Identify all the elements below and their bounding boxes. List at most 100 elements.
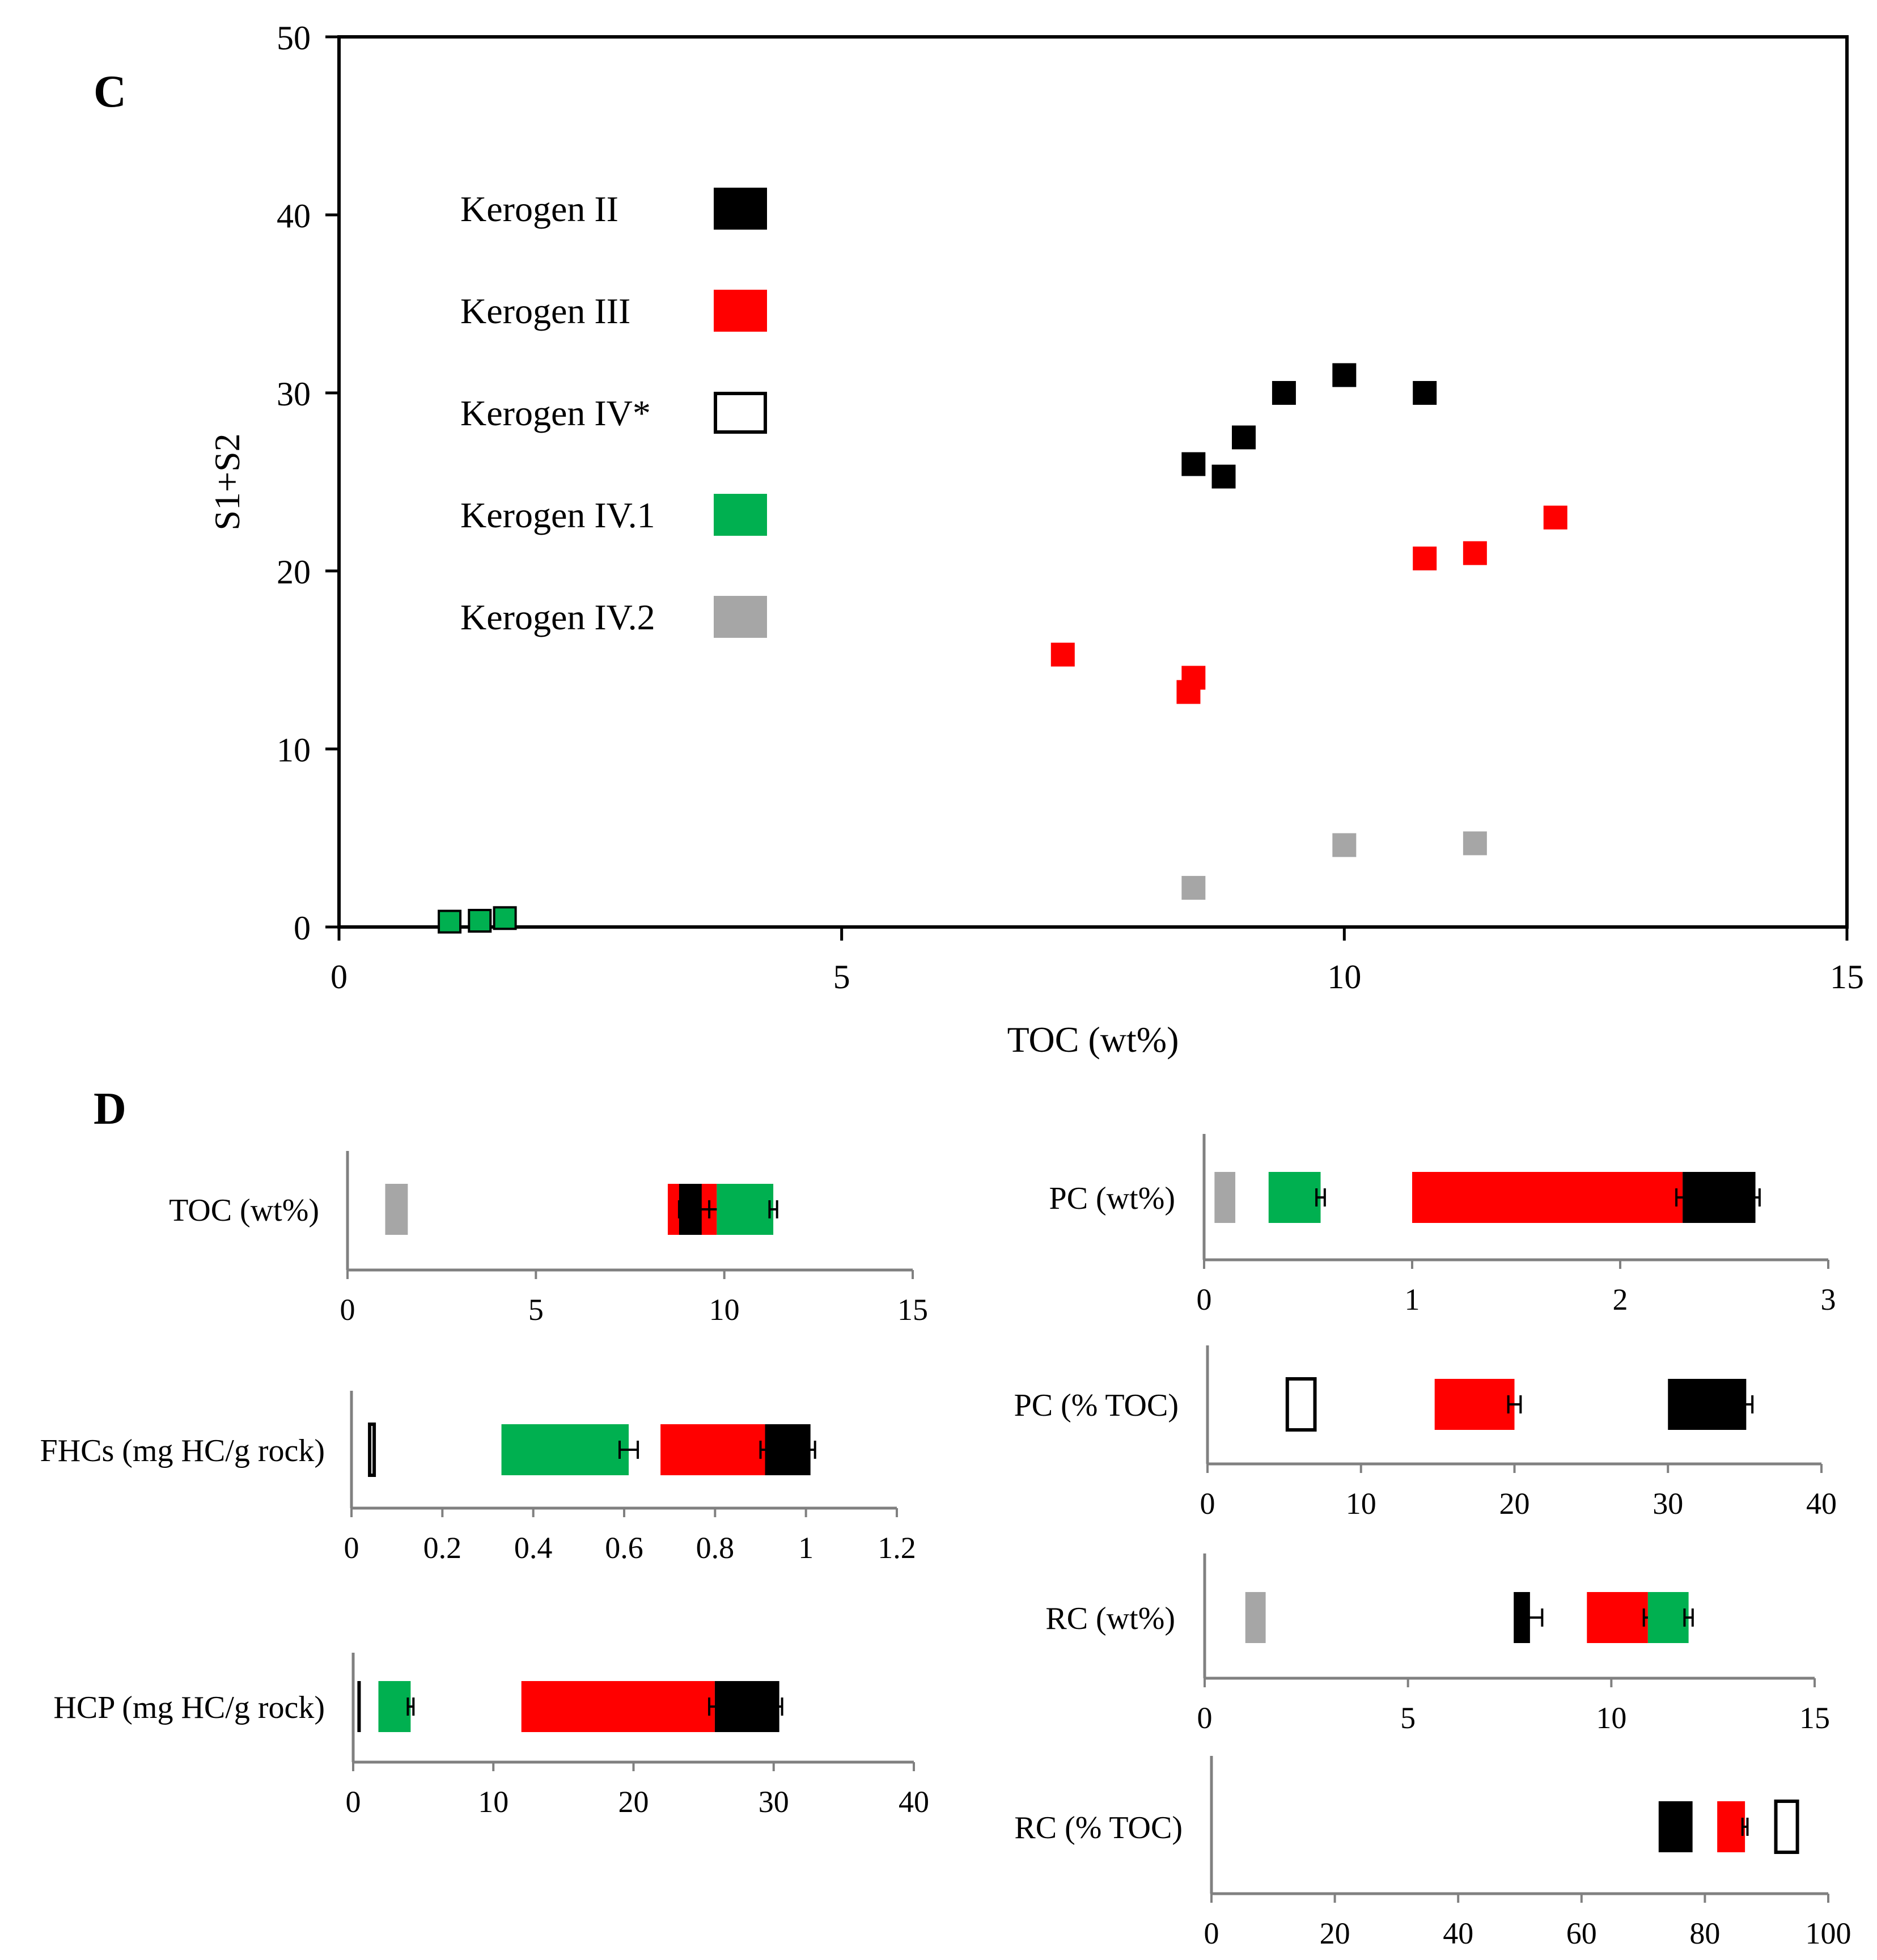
x-tick-label: 0.2	[423, 1531, 462, 1565]
x-tick-label: 15	[1799, 1701, 1830, 1735]
x-tick-label: 0	[1204, 1916, 1219, 1950]
x-tick-label: 5	[528, 1293, 544, 1327]
legend-swatch	[714, 392, 767, 434]
x-tick-label: 10	[1327, 958, 1361, 996]
y-axis-title: S1+S2	[207, 433, 247, 530]
legend-swatch	[714, 596, 767, 638]
bar-kerogen_ii	[1683, 1172, 1756, 1223]
x-tick-label: 0	[346, 1785, 361, 1819]
legend-swatch	[714, 494, 767, 536]
bar-kerogen_iv_star	[1774, 1800, 1799, 1854]
x-tick-label: 5	[833, 958, 850, 996]
bar-kerogen_iv2	[385, 1184, 408, 1235]
x-tick-label: 40	[1806, 1487, 1837, 1521]
x-tick-label: 0	[1197, 1701, 1213, 1735]
data-point	[1463, 831, 1487, 856]
data-point	[1211, 464, 1236, 489]
panel-d-label: D	[94, 1084, 126, 1134]
data-point	[1413, 381, 1437, 405]
x-tick-label: 0.4	[514, 1531, 553, 1565]
bar-kerogen_ii	[765, 1424, 811, 1475]
category-label: RC (% TOC)	[1014, 1810, 1183, 1845]
data-point	[493, 906, 517, 930]
x-tick-label: 5	[1400, 1701, 1416, 1735]
category-label: PC (% TOC)	[1014, 1388, 1179, 1423]
scatter-chart: 0 10 20 30 40 50 0 5 10 15 TOC (wt%) S1+S2 Kerog…	[207, 19, 1864, 1060]
bar-kerogen_iv1	[717, 1184, 774, 1235]
data-points	[438, 363, 1567, 934]
bar-kerogen_iv_star	[1285, 1377, 1317, 1432]
legend-label: Kerogen II	[460, 189, 618, 229]
x-axis: 0 5 10 15	[331, 927, 1864, 996]
x-tick-label: 20	[1320, 1916, 1350, 1950]
x-tick-label: 20	[1499, 1487, 1530, 1521]
bar-kerogen_iii	[521, 1681, 715, 1732]
bar-chart-hcp: 0 10 20 30 40 HCP (mg HC/g rock)	[53, 1653, 929, 1819]
x-tick-label: 0	[344, 1531, 359, 1565]
x-tick-label: 30	[1653, 1487, 1683, 1521]
bar-chart-pc_wt: 0 1 2 3 PC (wt%)	[1049, 1134, 1836, 1316]
y-axis: 0 10 20 30 40 50	[277, 19, 339, 947]
bar-kerogen_iii	[1434, 1379, 1515, 1430]
legend-swatch	[714, 290, 767, 332]
data-point	[1463, 541, 1487, 565]
x-tick-label: 10	[478, 1785, 509, 1819]
bar-kerogen_iv1	[1268, 1172, 1321, 1223]
x-tick-label: 15	[1830, 958, 1864, 996]
x-tick-label: 1.2	[878, 1531, 916, 1565]
bar-kerogen_ii	[1658, 1801, 1693, 1852]
y-tick-label: 30	[277, 375, 311, 413]
data-point	[1413, 547, 1437, 571]
bar-kerogen_iii	[660, 1424, 765, 1475]
x-tick-label: 0	[331, 958, 348, 996]
panel-c-label: C	[94, 67, 126, 117]
bar-chart-toc: 0 5 10 15 TOC (wt%)	[169, 1151, 928, 1327]
x-tick-label: 0	[1197, 1282, 1212, 1316]
x-tick-label: 40	[899, 1785, 929, 1819]
x-tick-label: 15	[897, 1293, 928, 1327]
legend-swatch	[714, 188, 767, 230]
x-tick-label: 10	[1596, 1701, 1626, 1735]
bar-kerogen_iv1	[1647, 1592, 1689, 1643]
x-tick-label: 40	[1443, 1916, 1473, 1950]
data-point	[1272, 381, 1296, 405]
data-point	[438, 909, 462, 934]
data-point	[1181, 452, 1206, 476]
bar-kerogen_ii	[714, 1681, 779, 1732]
data-point	[1232, 425, 1256, 450]
bar-kerogen_iv2	[1245, 1592, 1266, 1643]
data-point	[1332, 833, 1357, 857]
category-label: TOC (wt%)	[169, 1193, 319, 1228]
x-tick-label: 0	[340, 1293, 355, 1327]
x-tick-label: 30	[759, 1785, 789, 1819]
legend: Kerogen II Kerogen III Kerogen IV* Kerogen …	[460, 188, 767, 638]
legend-label: Kerogen IV.1	[460, 495, 655, 535]
x-tick-label: 10	[1346, 1487, 1376, 1521]
category-label: PC (wt%)	[1049, 1181, 1175, 1216]
y-tick-label: 0	[294, 909, 311, 947]
category-label: RC (wt%)	[1045, 1601, 1175, 1636]
x-tick-label: 1	[1405, 1282, 1420, 1316]
x-tick-label: 20	[618, 1785, 649, 1819]
bar-kerogen_iii	[1717, 1801, 1745, 1852]
x-tick-label: 0.8	[696, 1531, 735, 1565]
category-label: HCP (mg HC/g rock)	[53, 1690, 325, 1725]
x-tick-label: 100	[1806, 1916, 1851, 1950]
data-point	[1543, 505, 1567, 530]
legend-label: Kerogen III	[460, 291, 630, 331]
bar-chart-pc_toc: 0 10 20 30 40 PC (% TOC)	[1014, 1345, 1837, 1521]
x-axis-title: TOC (wt%)	[1007, 1019, 1179, 1060]
plot-frame	[337, 35, 1849, 929]
category-label: FHCs (mg HC/g rock)	[40, 1433, 325, 1468]
data-point	[1181, 875, 1206, 900]
bar-kerogen_iii	[1587, 1592, 1648, 1643]
x-tick-label: 2	[1613, 1282, 1628, 1316]
bar-chart-fhcs: 0 0.2 0.4 0.6 0.8 1 1.2 FHCs (mg HC/g rock)	[40, 1391, 916, 1565]
x-tick-label: 60	[1566, 1916, 1597, 1950]
bar-chart-rc_toc: 0 20 40 60 80 100 RC (% TOC)	[1014, 1756, 1851, 1950]
data-point	[1181, 666, 1206, 690]
bar-kerogen_ii	[1668, 1379, 1747, 1430]
x-tick-label: 80	[1689, 1916, 1720, 1950]
bar-kerogen_iv2	[1214, 1172, 1236, 1223]
x-tick-label: 0.6	[605, 1531, 643, 1565]
